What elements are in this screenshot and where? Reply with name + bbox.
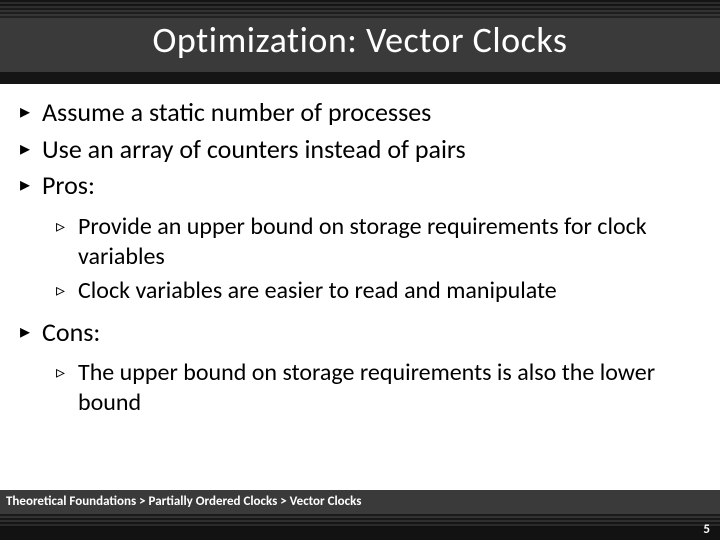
sub-bullet-marker-icon: ▹: [56, 212, 78, 238]
bullet-marker-icon: ▸: [20, 169, 42, 198]
bullet-text: Pros:: [42, 169, 700, 202]
sub-bullet-group: ▹ Provide an upper bound on storage requ…: [20, 206, 700, 316]
sub-bullet-marker-icon: ▹: [56, 358, 78, 384]
bullet-item: ▸ Assume a static number of processes: [20, 96, 700, 129]
sub-bullet-group: ▹ The upper bound on storage requirement…: [20, 352, 700, 428]
sub-bullet-item: ▹ The upper bound on storage requirement…: [56, 358, 700, 418]
slide-title: Optimization: Vector Clocks: [153, 18, 568, 62]
sub-bullet-item: ▹ Clock variables are easier to read and…: [56, 276, 700, 306]
header-band: Optimization: Vector Clocks: [0, 0, 720, 84]
bullet-marker-icon: ▸: [20, 133, 42, 162]
content-area: ▸ Assume a static number of processes ▸ …: [0, 84, 720, 428]
page-number: 5: [703, 522, 710, 537]
sub-bullet-text: The upper bound on storage requirements …: [78, 358, 700, 418]
sub-bullet-text: Clock variables are easier to read and m…: [78, 276, 700, 306]
bullet-marker-icon: ▸: [20, 96, 42, 125]
sub-bullet-text: Provide an upper bound on storage requir…: [78, 212, 700, 272]
bullet-item: ▸ Use an array of counters instead of pa…: [20, 133, 700, 166]
breadcrumb: Theoretical Foundations > Partially Orde…: [0, 490, 720, 509]
sub-bullet-marker-icon: ▹: [56, 276, 78, 302]
footer-band: Theoretical Foundations > Partially Orde…: [0, 490, 720, 540]
bullet-item: ▸ Pros:: [20, 169, 700, 202]
bullet-item: ▸ Cons:: [20, 316, 700, 349]
bullet-marker-icon: ▸: [20, 316, 42, 345]
bullet-text: Use an array of counters instead of pair…: [42, 133, 700, 166]
bullet-text: Cons:: [42, 316, 700, 349]
bullet-text: Assume a static number of processes: [42, 96, 700, 129]
sub-bullet-item: ▹ Provide an upper bound on storage requ…: [56, 212, 700, 272]
